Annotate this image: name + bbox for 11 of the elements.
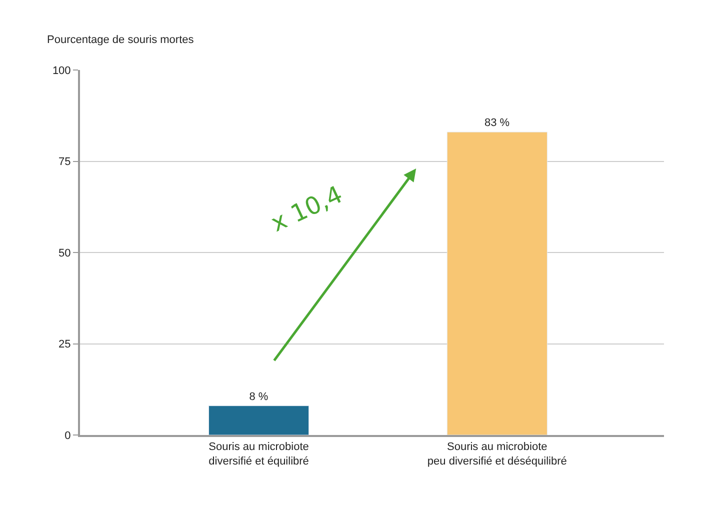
y-tick-label: 0 bbox=[64, 430, 71, 442]
y-tick-label: 75 bbox=[58, 156, 71, 168]
x-tick-label: Souris au microbiote diversifié et équilibré bbox=[208, 441, 309, 468]
y-axis-title: Pourcentage de souris mortes bbox=[47, 34, 194, 46]
y-tick-label: 100 bbox=[52, 64, 71, 77]
data-label: 8 % bbox=[249, 390, 268, 403]
x-tick-label: Souris au microbiote peu diversifié et déséquilibré bbox=[427, 441, 567, 468]
data-label: 83 % bbox=[484, 117, 510, 130]
y-tick-label: 50 bbox=[58, 247, 71, 260]
annotation: x 10,4 bbox=[266, 180, 347, 238]
y-tick-label: 25 bbox=[58, 338, 71, 351]
